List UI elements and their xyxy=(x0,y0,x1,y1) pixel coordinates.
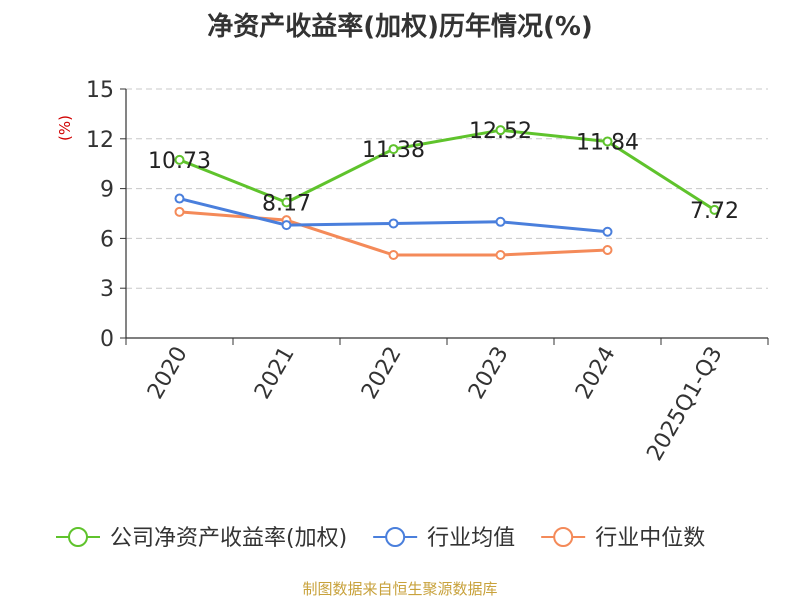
data-label: 11.38 xyxy=(362,138,425,163)
y-tick-label: 15 xyxy=(86,78,114,103)
data-label: 8.17 xyxy=(262,191,311,216)
y-tick-label: 0 xyxy=(100,327,114,352)
data-label: 12.52 xyxy=(469,119,532,144)
chart-title: 净资产收益率(加权)历年情况(%) xyxy=(207,12,593,42)
data-point xyxy=(174,193,185,204)
series-line xyxy=(178,128,716,212)
y-tick-label: 9 xyxy=(100,178,114,203)
data-point xyxy=(388,250,399,260)
data-point xyxy=(174,154,185,165)
data-point xyxy=(281,220,292,231)
data-point xyxy=(495,216,506,227)
data-point xyxy=(281,197,292,208)
y-axis-label: (%) xyxy=(56,115,74,141)
x-tick-label: 2020 xyxy=(143,343,193,404)
x-tick-label: 2023 xyxy=(464,343,514,404)
data-point xyxy=(174,206,185,217)
legend-marker xyxy=(553,527,574,547)
y-tick-label: 12 xyxy=(86,128,114,153)
data-point xyxy=(495,125,506,136)
series-line xyxy=(179,210,608,257)
legend-marker xyxy=(385,527,406,547)
x-tick-label: 2025Q1-Q3 xyxy=(642,343,727,466)
axes: 0 3 6 9 12 15 (%) 2020 2021 2022 2023 2024 2025Q1-Q3 xyxy=(56,78,769,466)
data-label: 11.84 xyxy=(576,130,639,155)
data-point xyxy=(495,250,506,260)
data-label: 10.73 xyxy=(148,149,211,174)
series-lines xyxy=(174,125,720,260)
data-label: 7.72 xyxy=(690,199,739,224)
data-point xyxy=(709,204,720,215)
x-tick-label: 2022 xyxy=(357,343,407,404)
legend: 公司净资产收益率(加权) 行业均值 行业中位数 xyxy=(56,526,705,551)
y-tick-label: 3 xyxy=(100,277,114,302)
x-tick-label: 2024 xyxy=(571,343,621,404)
gridlines xyxy=(126,88,768,289)
legend-label: 行业均值 xyxy=(427,526,515,551)
data-point xyxy=(602,136,613,147)
x-tick-label: 2021 xyxy=(250,343,300,404)
legend-label: 行业中位数 xyxy=(595,526,705,551)
y-tick-label: 6 xyxy=(100,227,114,252)
data-labels: 10.73 8.17 11.38 12.52 11.84 7.72 xyxy=(148,119,739,224)
data-point xyxy=(388,144,399,155)
legend-marker xyxy=(68,527,88,547)
legend-label: 公司净资产收益率(加权) xyxy=(110,526,347,551)
data-point xyxy=(388,218,399,229)
data-point xyxy=(602,226,613,237)
data-source-note: 制图数据来自恒生聚源数据库 xyxy=(302,580,498,598)
data-point xyxy=(602,245,613,256)
